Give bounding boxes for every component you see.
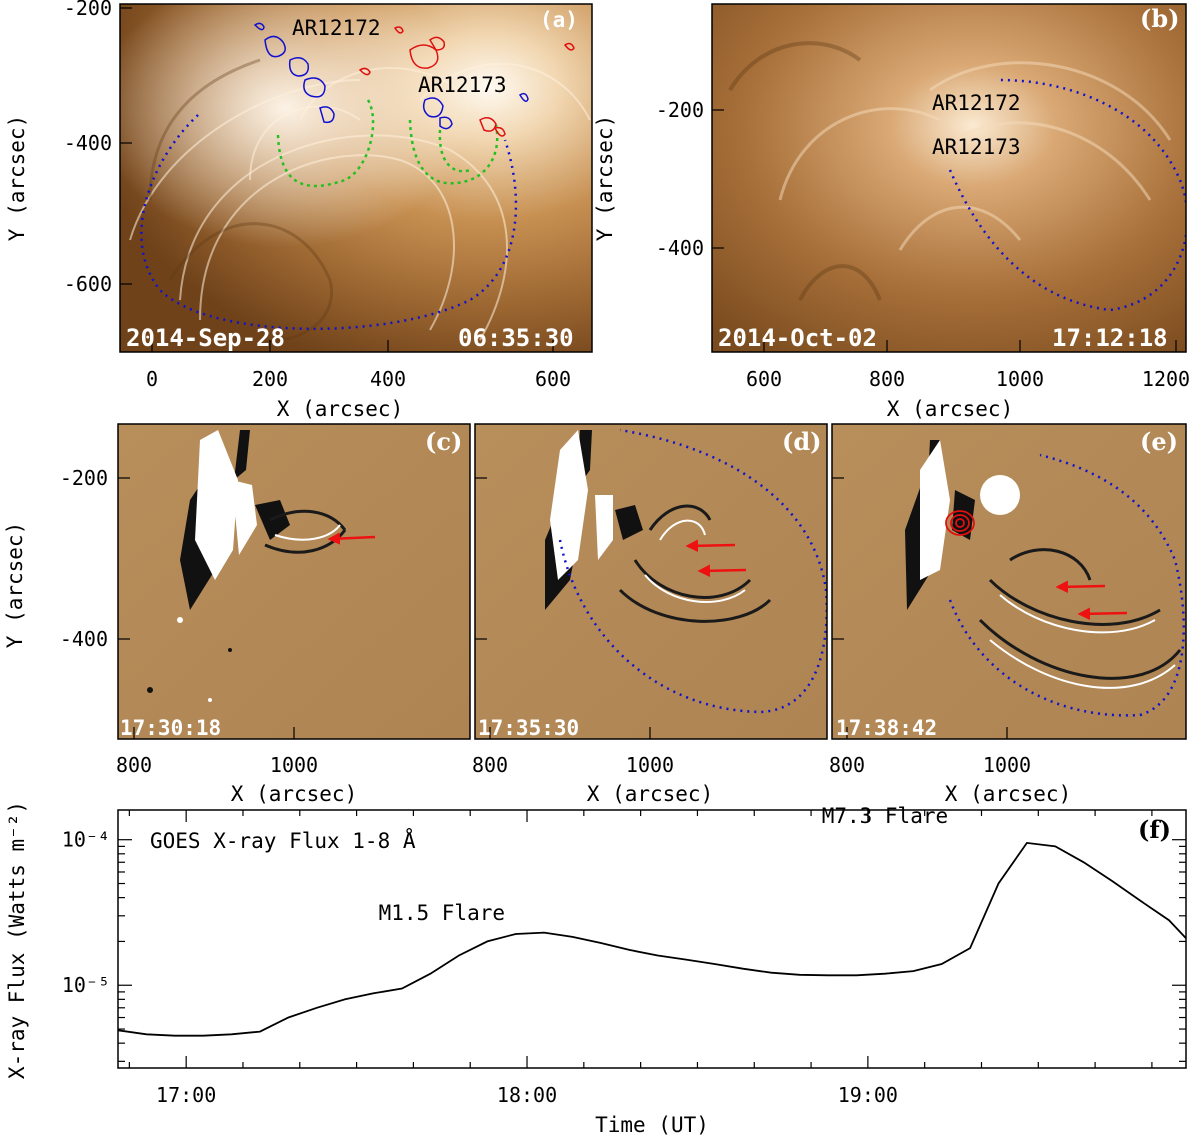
panel-c-arrow — [327, 532, 376, 545]
panel-c-xlabel: X (arcsec) — [231, 782, 357, 806]
panel-e: (e) 17:38:42 800 1000 X (arcsec) — [829, 423, 1187, 806]
panel-b-letter: (b) — [1140, 4, 1180, 33]
hxr-source-contours — [945, 510, 975, 536]
goes-flare-label: M1.5 Flare — [379, 901, 505, 925]
panel-c: (c) 17:30:18 -200 -400 800 1000 X (arcse… — [3, 423, 471, 806]
panel-a-date: 2014-Sep-28 — [126, 324, 285, 352]
loop-traces — [276, 99, 499, 188]
panel-d-xtick: 800 — [472, 753, 508, 777]
panel-a-xlabel: X (arcsec) — [277, 397, 403, 421]
goes-title: GOES X-ray Flux 1-8 Å — [150, 827, 416, 853]
panel-a-ytick: -200 — [64, 0, 112, 20]
goes-xtick: 19:00 — [838, 1083, 898, 1107]
panel-a-letter: (a) — [540, 8, 578, 32]
panel-c-xtick: 1000 — [270, 753, 318, 777]
panel-a-xtick: 400 — [370, 367, 406, 391]
fan-loop-outline-d — [558, 428, 827, 714]
panel-b-xtick: 600 — [746, 367, 782, 391]
panel-e-letter: (e) — [1140, 427, 1178, 456]
panel-a-time: 06:35:30 — [458, 324, 574, 352]
panel-b-ar12172-label: AR12172 — [932, 91, 1021, 115]
panel-d-letter: (d) — [782, 427, 822, 456]
positive-contours — [358, 26, 575, 137]
panel-a-xtick: 200 — [252, 367, 288, 391]
panel-e-time: 17:38:42 — [836, 716, 937, 740]
panel-c-time: 17:30:18 — [120, 716, 221, 740]
goes-xtick: 17:00 — [156, 1083, 216, 1107]
panel-f-letter: (f) — [1138, 815, 1171, 844]
panel-b-xtick: 1000 — [996, 367, 1044, 391]
panel-a-ylabel: Y (arcsec) — [5, 115, 29, 241]
goes-ylabel: X-ray Flux (Watts m⁻²) — [5, 801, 29, 1079]
goes-xtick: 18:00 — [497, 1083, 557, 1107]
panel-b-ar12173-label: AR12173 — [932, 135, 1021, 159]
panel-a-xtick: 0 — [146, 367, 158, 391]
panel-b-ylabel: Y (arcsec) — [593, 115, 617, 241]
panel-a-ar12173-label: AR12173 — [418, 73, 507, 97]
panel-cde-ylabel: Y (arcsec) — [3, 522, 27, 648]
panel-e-arrow — [1077, 607, 1128, 621]
fan-loop-outline-b — [948, 78, 1186, 312]
panel-b-xtick: 1200 — [1142, 367, 1190, 391]
panel-d-image — [475, 424, 827, 739]
panel-cde-ytick: -200 — [60, 466, 108, 490]
panel-b-date: 2014-Oct-02 — [718, 324, 877, 352]
goes-ytick: 10⁻⁴ — [62, 828, 110, 852]
panel-a: (a) AR12172 AR12173 2014-Sep-28 06:35:30… — [5, 0, 593, 421]
panel-a-ar12172-label: AR12172 — [292, 16, 381, 40]
panel-e-xlabel: X (arcsec) — [945, 782, 1071, 806]
panel-cde-ytick: -400 — [60, 627, 108, 651]
goes-plot-frame — [117, 809, 1187, 1069]
panel-a-ytick: -400 — [64, 131, 112, 155]
panel-b-ytick: -400 — [656, 236, 704, 260]
goes-ytick: 10⁻⁵ — [62, 973, 110, 997]
panel-f: 17:00 18:00 19:00 10⁻⁵ 10⁻⁴ M1.5 Flare M7.3 F… — [5, 801, 1187, 1137]
panel-e-image — [832, 424, 1186, 739]
panel-b-time: 17:12:18 — [1052, 324, 1168, 352]
panel-e-xtick: 1000 — [983, 753, 1031, 777]
goes-flare-label: M7.3 Flare — [822, 804, 948, 828]
goes-axes — [118, 810, 1186, 1068]
panel-b-image — [712, 4, 1186, 352]
panel-b-ytick: -200 — [656, 98, 704, 122]
panel-e-xtick: 800 — [829, 753, 865, 777]
panel-d: (d) 17:35:30 800 1000 X (arcsec) — [472, 423, 828, 806]
panel-a-image — [120, 4, 592, 352]
negative-contours — [253, 22, 529, 130]
panel-d-xlabel: X (arcsec) — [587, 782, 713, 806]
panel-d-arrow — [685, 539, 736, 553]
panel-c-xtick: 800 — [116, 753, 152, 777]
panel-e-arrow — [1055, 580, 1106, 594]
goes-xlabel: Time (UT) — [595, 1113, 709, 1137]
panel-d-time: 17:35:30 — [478, 716, 579, 740]
goes-flux-curve — [117, 841, 1187, 1037]
goes-annotations: M1.5 Flare M7.3 Flare — [379, 804, 949, 925]
panel-d-arrow — [697, 564, 747, 578]
panel-b: (b) AR12172 AR12173 2014-Oct-02 17:12:18… — [593, 3, 1190, 421]
goes-tick-labels: 17:00 18:00 19:00 10⁻⁵ 10⁻⁴ — [62, 828, 898, 1107]
fan-loop-outline — [140, 114, 518, 331]
panel-c-letter: (c) — [425, 427, 462, 456]
panel-d-xtick: 1000 — [626, 753, 674, 777]
panel-c-image — [118, 424, 470, 739]
panel-b-xlabel: X (arcsec) — [887, 397, 1013, 421]
panel-a-xtick: 600 — [535, 367, 571, 391]
panel-b-xtick: 800 — [869, 367, 905, 391]
panel-a-ytick: -600 — [64, 272, 112, 296]
